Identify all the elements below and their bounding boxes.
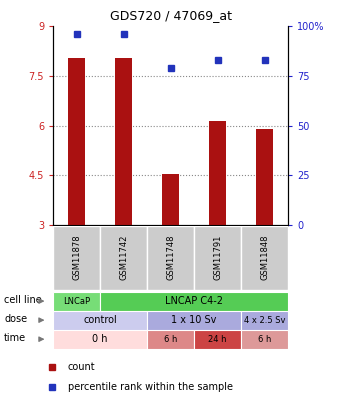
Text: time: time [4, 333, 26, 343]
Bar [69, 58, 85, 225]
Text: GSM11848: GSM11848 [260, 235, 269, 280]
Text: 1 x 10 Sv: 1 x 10 Sv [172, 315, 217, 325]
Text: LNCaP: LNCaP [63, 296, 90, 306]
Text: GSM11791: GSM11791 [213, 235, 222, 280]
Bar [210, 121, 226, 225]
Bar [147, 226, 194, 290]
Text: count: count [68, 362, 95, 372]
Bar [241, 330, 288, 349]
Bar [147, 311, 241, 330]
Text: cell line: cell line [4, 295, 42, 305]
Bar [53, 311, 147, 330]
Bar [194, 226, 241, 290]
Text: dose: dose [4, 314, 27, 324]
Bar [147, 330, 194, 349]
Title: GDS720 / 47069_at: GDS720 / 47069_at [110, 9, 232, 22]
Bar [100, 292, 288, 311]
Bar [241, 311, 288, 330]
Text: GSM11742: GSM11742 [119, 235, 128, 280]
Bar [53, 292, 100, 311]
Bar [163, 173, 179, 225]
Bar [100, 226, 147, 290]
Bar [116, 58, 132, 225]
Text: control: control [83, 315, 117, 325]
Text: GSM11748: GSM11748 [166, 235, 175, 280]
Bar [194, 330, 241, 349]
Text: 24 h: 24 h [209, 335, 227, 344]
Text: GSM11878: GSM11878 [72, 235, 81, 280]
Bar [53, 330, 147, 349]
Text: 4 x 2.5 Sv: 4 x 2.5 Sv [244, 315, 285, 325]
Bar [257, 129, 273, 225]
Text: LNCAP C4-2: LNCAP C4-2 [165, 296, 223, 306]
Text: percentile rank within the sample: percentile rank within the sample [68, 382, 233, 392]
Text: 6 h: 6 h [164, 335, 177, 344]
Bar [241, 226, 288, 290]
Text: 6 h: 6 h [258, 335, 271, 344]
Bar [53, 226, 100, 290]
Text: 0 h: 0 h [92, 334, 108, 344]
